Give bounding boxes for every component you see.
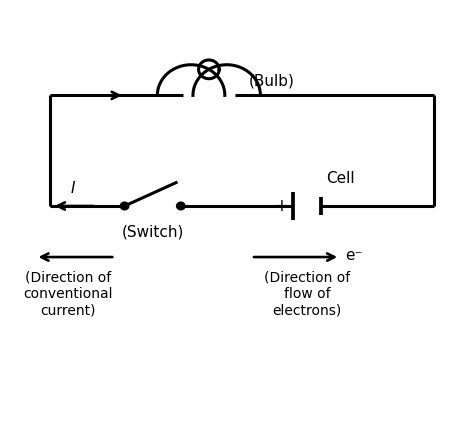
- Text: Cell: Cell: [326, 170, 355, 185]
- Circle shape: [177, 203, 185, 210]
- Text: (Switch): (Switch): [121, 224, 184, 239]
- Circle shape: [120, 203, 129, 210]
- Text: (Direction of
conventional
current): (Direction of conventional current): [24, 270, 113, 316]
- Text: −: −: [325, 198, 338, 213]
- Text: e⁻: e⁻: [345, 248, 362, 263]
- Text: (Bulb): (Bulb): [249, 74, 294, 89]
- Text: (Direction of
flow of
electrons): (Direction of flow of electrons): [264, 270, 350, 316]
- Text: +: +: [274, 197, 289, 215]
- Text: I: I: [71, 181, 75, 196]
